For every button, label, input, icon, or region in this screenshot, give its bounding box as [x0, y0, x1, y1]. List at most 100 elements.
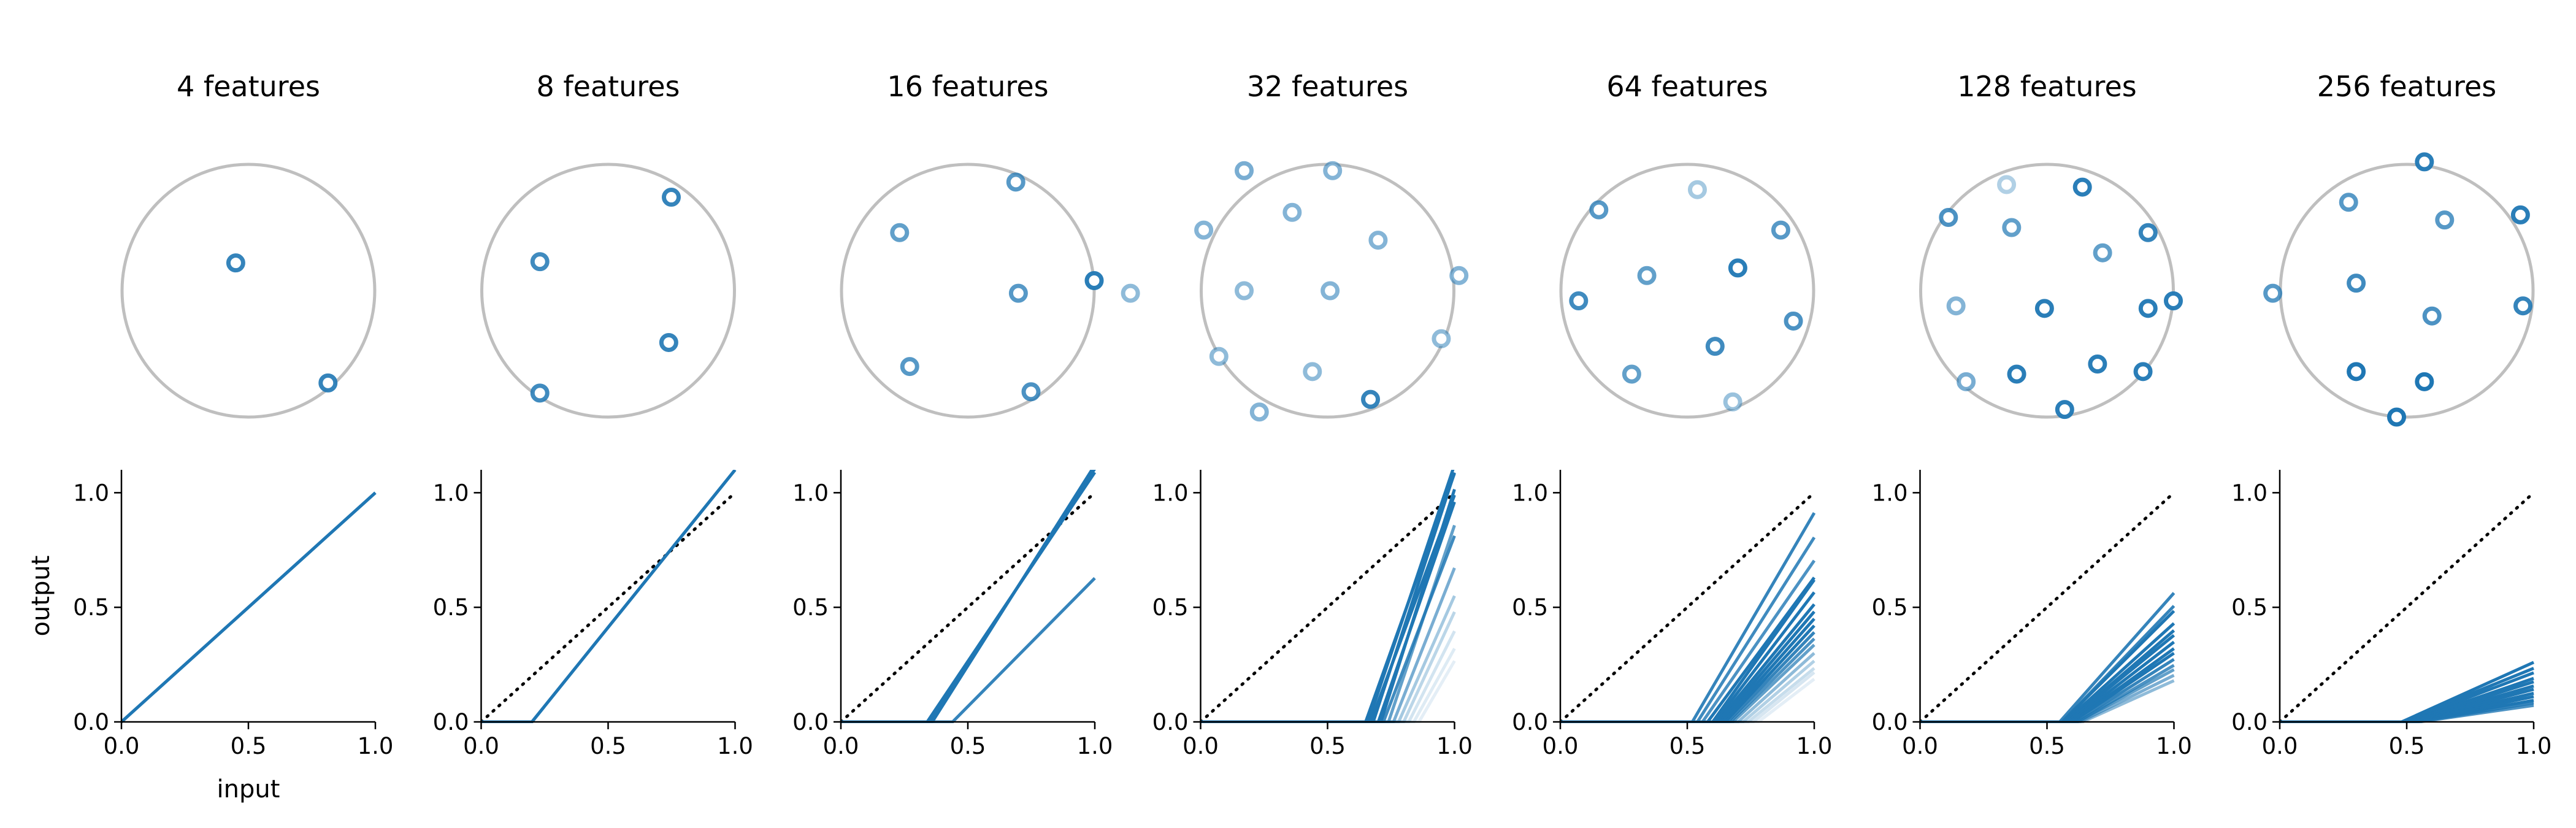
feature-point [318, 373, 338, 393]
x-tick-label: 1.0 [2156, 733, 2192, 759]
feature-point [2387, 407, 2407, 427]
feature-point [2072, 177, 2092, 197]
feature-point [1084, 271, 1104, 291]
feature-point [2088, 354, 2107, 374]
feature-point [1771, 220, 1790, 240]
response-line [841, 470, 1094, 723]
feature-point [2435, 210, 2455, 230]
panel-7: 256 features 0.0 0.5 1.0 0.0 0.5 1.0 [2231, 70, 2551, 759]
feature-point [2138, 299, 2158, 318]
response-line [1200, 630, 1456, 723]
y-tick-label: 0.0 [792, 709, 829, 735]
x-tick-label: 1.0 [358, 733, 394, 759]
x-tick-label: 0.0 [2262, 733, 2298, 759]
y-axis-label: output [27, 556, 55, 637]
feature-point [2133, 362, 2153, 381]
panel-title: 32 features [1247, 70, 1408, 103]
feature-point [1687, 180, 1707, 199]
feature-point [1121, 283, 1140, 303]
x-tick-label: 0.5 [1309, 733, 1346, 759]
response-line [841, 470, 1096, 723]
y-tick-label: 1.0 [433, 480, 469, 506]
feature-point [530, 252, 550, 272]
feature-point [2164, 291, 2183, 310]
y-tick-label: 0.5 [1152, 594, 1189, 621]
y-tick-label: 0.0 [1152, 709, 1189, 735]
feature-point [2002, 218, 2022, 237]
x-tick-label: 0.0 [1183, 733, 1219, 759]
feature-point [900, 357, 919, 377]
feature-point [1361, 389, 1381, 409]
x-tick-label: 0.5 [1669, 733, 1706, 759]
unit-circle [2279, 163, 2535, 419]
feature-point [1569, 291, 1589, 310]
y-tick-label: 0.0 [433, 709, 469, 735]
plot-lines [841, 470, 1096, 723]
feature-point [2055, 400, 2074, 420]
response-line [481, 470, 737, 723]
y-tick-label: 0.5 [1512, 594, 1548, 621]
panel-title: 8 features [537, 70, 680, 103]
panel-5: 64 features 0.0 0.5 1.0 0.0 0.5 1.0 [1512, 70, 1832, 759]
feature-point [2415, 372, 2434, 391]
plot-lines [121, 491, 377, 723]
y-tick-label: 0.5 [792, 594, 829, 621]
x-tick-label: 1.0 [2516, 733, 2552, 759]
feature-point [662, 188, 681, 207]
unit-circle [840, 163, 1096, 419]
unit-circle [1919, 163, 2175, 419]
feature-point [1997, 175, 2017, 194]
x-tick-label: 0.5 [2029, 733, 2065, 759]
x-tick-label: 1.0 [717, 733, 753, 759]
feature-point [2138, 223, 2158, 242]
feature-point [2007, 364, 2026, 384]
feature-point [1946, 296, 1966, 316]
unit-circle [120, 163, 377, 419]
x-tick-label: 0.5 [231, 733, 267, 759]
y-tick-label: 1.0 [73, 480, 109, 506]
plot-lines [481, 470, 737, 723]
feature-point [1449, 266, 1469, 285]
identity-line [1920, 491, 2175, 723]
feature-point [1235, 161, 1254, 180]
response-line [121, 491, 377, 723]
response-line [841, 471, 1096, 723]
response-line [481, 470, 737, 723]
panel-title: 128 features [1957, 70, 2136, 103]
x-tick-label: 0.0 [104, 733, 140, 759]
feature-point [2422, 306, 2442, 326]
plot-lines [1200, 470, 1456, 723]
x-tick-label: 0.5 [950, 733, 986, 759]
feature-point [226, 253, 245, 273]
y-tick-label: 0.0 [1872, 709, 1908, 735]
feature-point [1432, 329, 1451, 348]
feature-point [1321, 281, 1340, 301]
feature-point [2513, 296, 2533, 316]
feature-point [1589, 200, 1609, 220]
panel-1: 4 features 0.0 0.5 1.0 0.0 0.5 1.0 input output [27, 70, 393, 803]
x-tick-label: 1.0 [1077, 733, 1113, 759]
panel-2: 8 features 0.0 0.5 1.0 0.0 0.5 1.0 [433, 70, 753, 759]
feature-point [1323, 161, 1343, 180]
y-tick-label: 0.5 [433, 594, 469, 621]
x-tick-label: 0.0 [1902, 733, 1938, 759]
plot-lines [2280, 491, 2535, 723]
feature-point [1021, 382, 1041, 402]
y-tick-label: 1.0 [1152, 480, 1189, 506]
identity-line [2280, 491, 2535, 723]
feature-point [2510, 205, 2530, 224]
feature-point [1622, 364, 1641, 384]
feature-point [1249, 402, 1269, 422]
panel-title: 64 features [1606, 70, 1768, 103]
feature-point [1368, 231, 1388, 250]
identity-line [481, 491, 737, 723]
feature-point [659, 332, 678, 352]
x-tick-label: 0.0 [463, 733, 499, 759]
response-line [841, 577, 1096, 723]
identity-line [1200, 491, 1456, 723]
feature-point [1784, 311, 1803, 331]
feature-point [1006, 172, 1025, 192]
feature-point [1235, 281, 1254, 301]
panel-title: 256 features [2317, 70, 2496, 103]
